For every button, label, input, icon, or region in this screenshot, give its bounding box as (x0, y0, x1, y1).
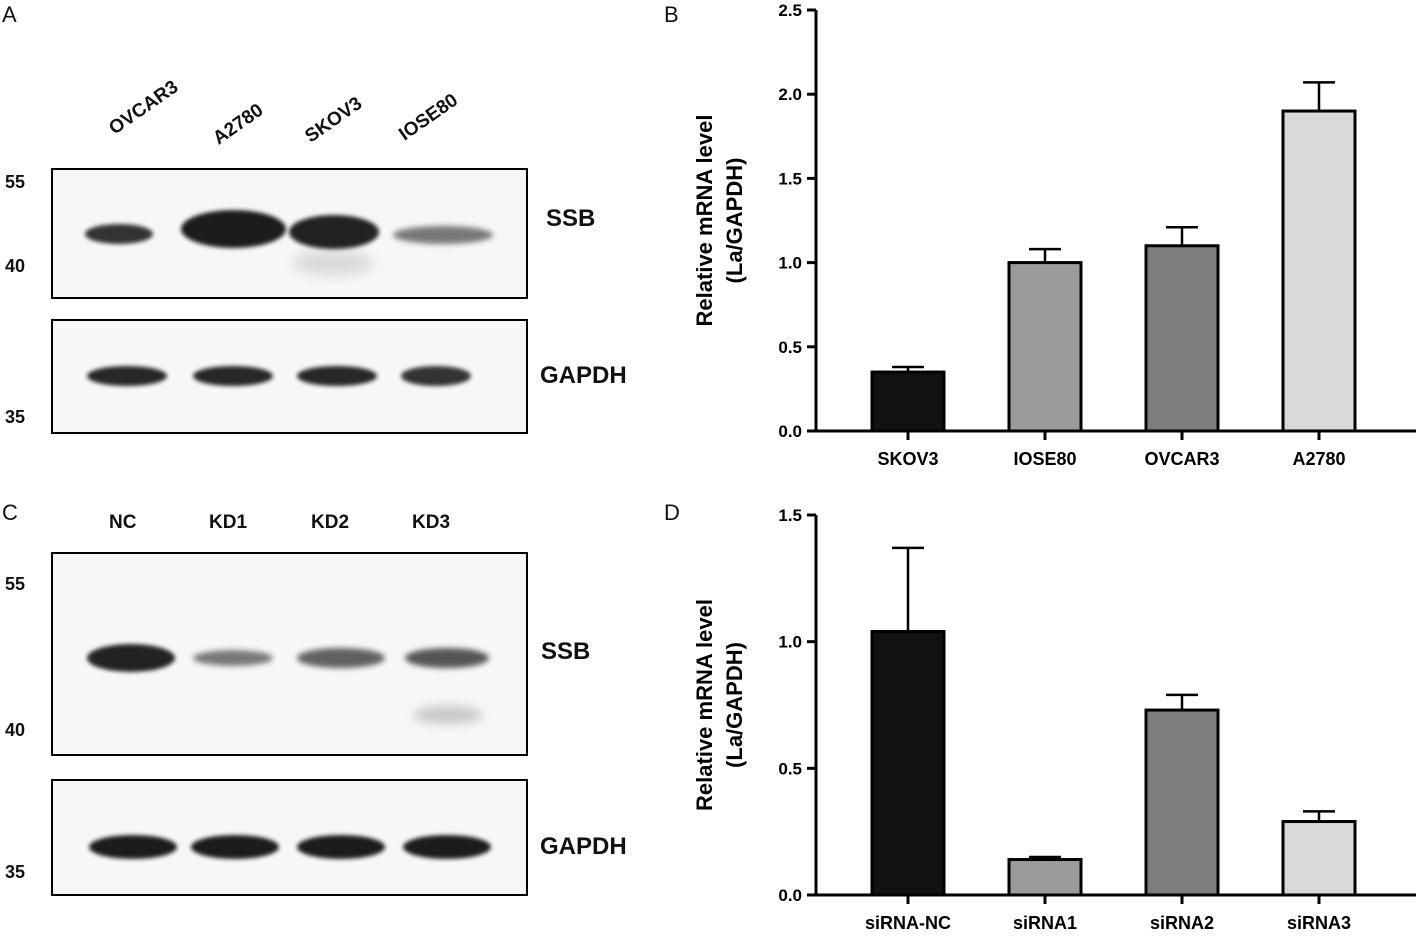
band (297, 366, 377, 386)
band (401, 366, 471, 386)
bar (1281, 109, 1357, 433)
band (85, 224, 153, 244)
ssb-blot (51, 552, 528, 756)
protein-label-gapdh: GAPDH (540, 362, 627, 389)
mw-marker: 35 (5, 862, 26, 882)
panel-letter-a: A (2, 2, 17, 27)
gapdh-blot (51, 319, 528, 434)
y-tick-label: 2.0 (778, 85, 802, 104)
mw-marker: 35 (5, 407, 26, 427)
x-tick-label: SKOV3 (877, 449, 938, 469)
mw-marker: 55 (5, 574, 26, 594)
y-tick-label: 1.5 (778, 169, 802, 188)
band (297, 835, 385, 859)
band (405, 648, 489, 668)
mw-marker: 55 (5, 172, 26, 192)
band (193, 650, 273, 666)
y-axis-label-line2: (La/GAPDH) (722, 158, 747, 284)
protein-label-gapdh: GAPDH (540, 833, 627, 860)
band (191, 835, 279, 859)
mw-marker: 40 (5, 256, 26, 276)
band (87, 366, 167, 386)
band (289, 215, 379, 249)
panel-letter-b: B (664, 2, 679, 27)
bar (1007, 261, 1083, 433)
lane-label: KD2 (311, 512, 350, 533)
protein-label-ssb: SSB (541, 638, 591, 665)
band (393, 226, 493, 244)
y-tick-label: 0.0 (778, 422, 802, 441)
band (297, 648, 385, 668)
band (403, 835, 491, 859)
lane-label: NC (109, 512, 137, 533)
band-smear (293, 250, 373, 276)
gapdh-blot (51, 779, 528, 896)
band (89, 835, 177, 859)
protein-label-ssb: SSB (546, 205, 596, 232)
y-tick-label: 0.5 (778, 338, 802, 357)
lane-label: KD1 (209, 512, 248, 533)
band (193, 366, 273, 386)
band (87, 644, 175, 672)
x-tick-label: IOSE80 (1013, 449, 1076, 469)
y-axis-label: Relative mRNA level (La/GAPDH) (692, 115, 747, 327)
panel-letter-d: D (664, 500, 680, 525)
y-tick-label: 2.5 (778, 1, 802, 20)
ssb-blot (51, 168, 528, 299)
lane-label: KD3 (412, 512, 451, 533)
bar (870, 370, 946, 433)
y-tick-label: 1.0 (778, 254, 802, 273)
band-smear (413, 706, 483, 724)
bar (1144, 244, 1220, 433)
panel-letter-c: C (2, 500, 18, 525)
mw-marker: 40 (5, 720, 26, 740)
x-tick-label: A2780 (1292, 449, 1345, 469)
y-axis-label-line1: Relative mRNA level (692, 115, 717, 327)
x-tick-label: OVCAR3 (1144, 449, 1219, 469)
band (181, 210, 286, 248)
